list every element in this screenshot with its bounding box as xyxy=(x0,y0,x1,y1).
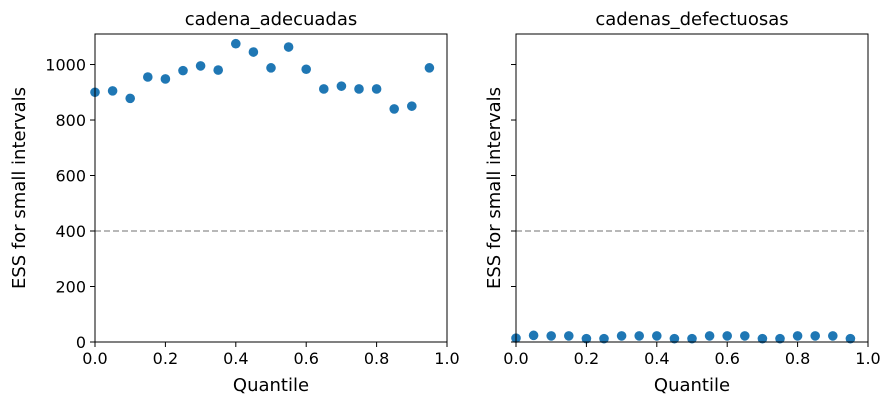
data-point xyxy=(143,72,153,82)
y-tick-label: 400 xyxy=(55,222,86,241)
plot-frame xyxy=(515,33,869,343)
x-tick-label: 1.0 xyxy=(434,349,459,368)
data-point xyxy=(424,63,435,73)
x-tick-label: 0.2 xyxy=(153,349,178,368)
data-point xyxy=(354,84,364,94)
data-point xyxy=(810,331,820,341)
data-point xyxy=(669,333,680,344)
chart-panel-2: cadenas_defectuosas 0.0 0.2 0.4 0.6 0.8 1.0 Qua… xyxy=(484,9,881,396)
data-point xyxy=(213,65,223,75)
data-point xyxy=(407,101,417,111)
data-point xyxy=(845,333,856,344)
x-axis-label: Quantile xyxy=(654,375,730,396)
y-tick-label: 600 xyxy=(55,167,86,186)
chart-title: cadenas_defectuosas xyxy=(595,9,788,30)
y-tick-label: 800 xyxy=(55,111,86,130)
data-point xyxy=(687,333,697,344)
data-point xyxy=(336,81,347,91)
data-point xyxy=(371,84,382,94)
data-point xyxy=(319,84,329,94)
x-tick-label: 0.2 xyxy=(574,349,599,368)
y-axis-label: ESS for small intervals xyxy=(484,87,505,289)
data-point xyxy=(389,104,400,114)
data-point xyxy=(828,331,838,341)
data-point xyxy=(564,331,574,341)
data-point xyxy=(546,331,556,341)
data-point xyxy=(248,47,259,57)
data-point xyxy=(652,331,662,341)
data-point xyxy=(599,333,609,344)
x-tick-label: 0.0 xyxy=(82,349,107,368)
x-tick-label: 0.6 xyxy=(293,349,318,368)
x-tick-label: 0.4 xyxy=(644,349,669,368)
data-point xyxy=(581,333,592,344)
data-point xyxy=(301,64,312,75)
data-point xyxy=(125,93,135,104)
data-point xyxy=(634,331,644,341)
data-point xyxy=(775,333,785,344)
y-axis-label: ESS for small intervals xyxy=(9,87,30,289)
data-point xyxy=(740,331,750,341)
x-axis-label: Quantile xyxy=(233,375,309,396)
y-tick-label: 200 xyxy=(55,278,86,297)
data-point xyxy=(722,331,732,341)
data-point xyxy=(528,330,539,341)
x-tick-label: 0.0 xyxy=(503,349,528,368)
y-tick-label: 0 xyxy=(76,333,86,352)
data-point xyxy=(757,333,768,344)
data-point xyxy=(195,61,206,71)
data-point xyxy=(178,65,188,76)
data-point xyxy=(704,331,715,341)
data-point xyxy=(107,86,118,96)
x-tick-label: 0.4 xyxy=(223,349,248,368)
chart-panel-1: cadena_adecuadas 0.0 0.2 0.4 0.6 0.8 1.0 0 200 40… xyxy=(9,9,460,396)
x-tick-label: 0.8 xyxy=(785,349,810,368)
x-tick-label: 1.0 xyxy=(855,349,880,368)
chart-title: cadena_adecuadas xyxy=(185,9,358,30)
data-point xyxy=(160,74,171,84)
plot-frame xyxy=(94,33,448,343)
data-point xyxy=(231,38,241,49)
x-tick-label: 0.6 xyxy=(714,349,739,368)
y-tick-label: 1000 xyxy=(45,56,86,75)
data-point xyxy=(792,331,803,341)
data-point xyxy=(616,331,627,341)
data-point xyxy=(266,63,276,73)
x-tick-label: 0.8 xyxy=(364,349,389,368)
data-point xyxy=(283,42,294,52)
